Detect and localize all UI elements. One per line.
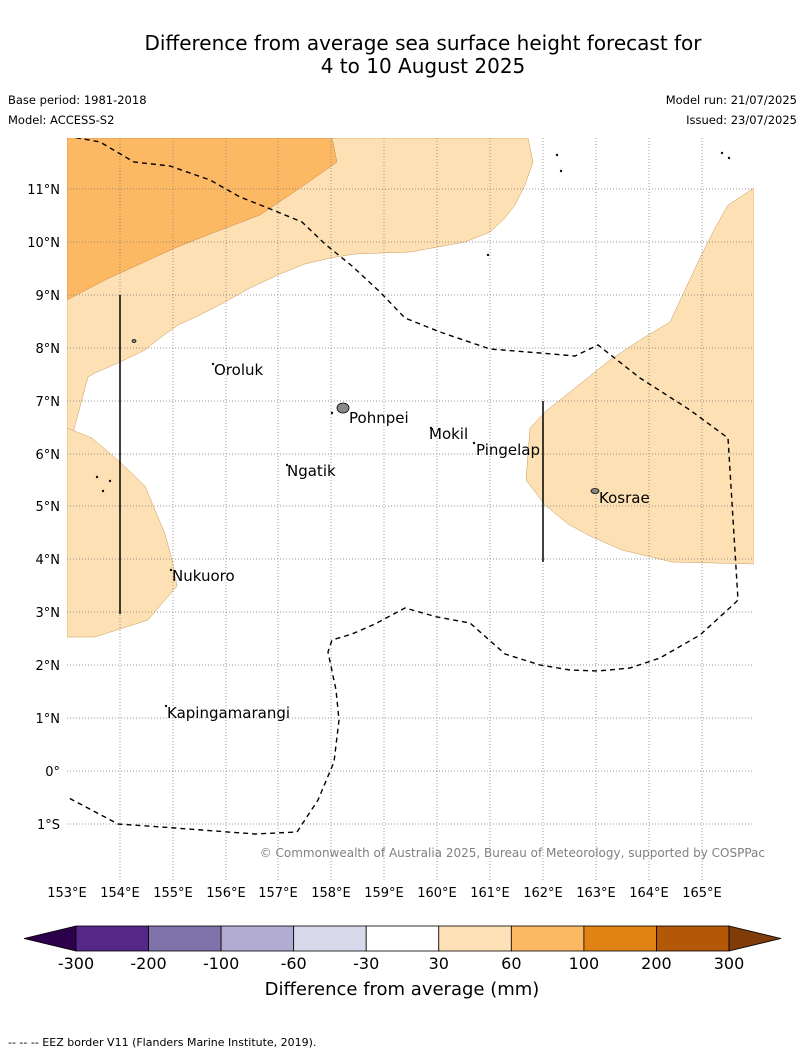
colorbar-tick-label: 300 xyxy=(714,954,745,973)
colorbar-tick-label: 100 xyxy=(569,954,600,973)
lat-label: 11°N xyxy=(27,183,60,198)
colorbar-tick-label: -60 xyxy=(281,954,307,973)
lon-label: 156°E xyxy=(206,886,246,901)
lat-label: 8°N xyxy=(36,342,61,357)
place-label-pingelap: Pingelap xyxy=(476,441,540,459)
colorbar-tick-label: -300 xyxy=(58,954,94,973)
colorbar-segment xyxy=(148,925,222,952)
lat-label: 4°N xyxy=(36,553,61,568)
footer-note: -- -- -- EEZ border V11 (Flanders Marine… xyxy=(8,1036,317,1049)
lat-label: 1°N xyxy=(36,712,61,727)
lat-label: 5°N xyxy=(36,500,61,515)
colorbar-segments xyxy=(23,925,782,952)
pohnpei-island xyxy=(336,402,350,414)
model-name: Model: ACCESS-S2 xyxy=(8,113,115,127)
lon-label: 160°E xyxy=(417,886,457,901)
colorbar-tick-label: 200 xyxy=(641,954,672,973)
place-label-ngatik: Ngatik xyxy=(287,462,336,480)
longitude-labels: 153°E 154°E 155°E 156°E 157°E 158°E 159°… xyxy=(47,886,722,901)
colorbar-tick-label: 60 xyxy=(501,954,521,973)
lat-label: 0° xyxy=(45,765,60,780)
place-label-kosrae: Kosrae xyxy=(599,489,650,507)
chart-title: Difference from average sea surface heig… xyxy=(0,32,804,78)
copyright-note: © Commonwealth of Australia 2025, Bureau… xyxy=(260,846,765,860)
base-period: Base period: 1981-2018 xyxy=(8,93,147,107)
lon-label: 157°E xyxy=(258,886,298,901)
colorbar-tick-label: -100 xyxy=(203,954,239,973)
colorbar-tick-label: -200 xyxy=(130,954,166,973)
lat-label: 1°S xyxy=(37,818,60,833)
islands xyxy=(95,151,731,708)
lat-label: 3°N xyxy=(36,606,61,621)
colorbar: -300 -200 -100 -60 -30 30 60 100 200 300 Differen… xyxy=(23,925,782,1000)
title-line-1: Difference from average sea surface heig… xyxy=(144,31,702,55)
issued-date: Issued: 23/07/2025 xyxy=(686,113,797,127)
colorbar-ticks: -300 -200 -100 -60 -30 30 60 100 200 300 xyxy=(58,954,744,973)
place-label-mokil: Mokil xyxy=(429,425,468,443)
colorbar-segment xyxy=(365,925,440,952)
lat-label: 2°N xyxy=(36,659,61,674)
colorbar-segment xyxy=(656,925,730,952)
colorbar-segment xyxy=(220,925,295,952)
place-label-nukuoro: Nukuoro xyxy=(172,567,235,585)
colorbar-segment xyxy=(293,925,367,952)
anomaly-region-east xyxy=(525,187,754,565)
lon-label: 165°E xyxy=(682,886,722,901)
lat-label: 10°N xyxy=(27,236,60,251)
lat-label: 7°N xyxy=(36,395,61,410)
kosrae-island xyxy=(590,488,600,494)
latitude-labels: 11°N 10°N 9°N 8°N 7°N 6°N 5°N 4°N 3°N 2°… xyxy=(27,183,60,833)
lon-label: 155°E xyxy=(153,886,193,901)
title-line-2: 4 to 10 August 2025 xyxy=(320,54,526,78)
colorbar-segment xyxy=(75,925,149,952)
place-label-kapingamarangi: Kapingamarangi xyxy=(167,704,290,722)
lon-label: 153°E xyxy=(47,886,87,901)
model-run: Model run: 21/07/2025 xyxy=(665,93,797,107)
colorbar-title: Difference from average (mm) xyxy=(265,979,540,1000)
lon-label: 159°E xyxy=(364,886,404,901)
lat-label: 6°N xyxy=(36,448,61,463)
lon-label: 164°E xyxy=(629,886,669,901)
colorbar-segment xyxy=(510,925,585,952)
islet-1 xyxy=(131,339,137,343)
place-label-pohnpei: Pohnpei xyxy=(349,409,409,427)
colorbar-extension-high xyxy=(728,925,782,952)
lon-label: 161°E xyxy=(470,886,510,901)
lat-label: 9°N xyxy=(36,289,61,304)
eez-border-north xyxy=(67,138,739,835)
place-label-oroluk: Oroluk xyxy=(214,361,263,379)
lon-label: 154°E xyxy=(100,886,140,901)
anomaly-region-strong xyxy=(67,138,338,301)
colorbar-extension-low xyxy=(23,925,77,952)
colorbar-segment xyxy=(438,925,512,952)
colorbar-tick-label: 30 xyxy=(429,954,449,973)
lon-label: 163°E xyxy=(576,886,616,901)
gridlines xyxy=(67,138,754,880)
colorbar-tick-label: -30 xyxy=(353,954,379,973)
colorbar-segment xyxy=(583,925,657,952)
anomaly-region-west xyxy=(67,427,178,638)
map-area: Oroluk Pohnpei Mokil Pingelap Ngatik Kos… xyxy=(67,138,754,880)
lon-label: 162°E xyxy=(523,886,563,901)
lon-label: 158°E xyxy=(311,886,351,901)
